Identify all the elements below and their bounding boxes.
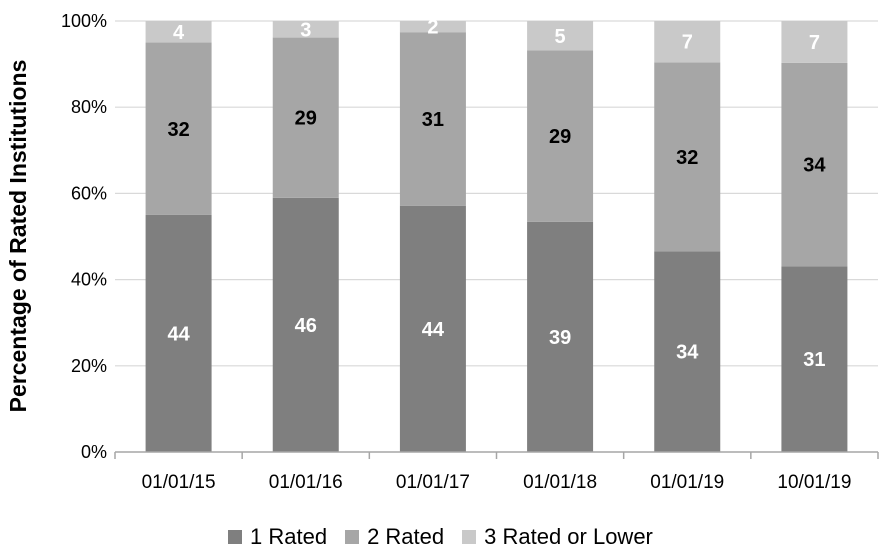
bar-segment — [145, 21, 212, 43]
data-label: 3 — [300, 19, 311, 41]
data-label: 32 — [167, 119, 189, 141]
data-label: 7 — [682, 32, 693, 54]
bar-segment — [272, 21, 339, 38]
bar-segment — [399, 32, 466, 206]
x-tick-label: 01/01/15 — [142, 472, 216, 493]
bar-segment — [272, 197, 339, 452]
legend-label: 1 Rated — [250, 524, 328, 549]
legend-item: 1 Rated — [228, 524, 327, 550]
bar-segment — [399, 205, 466, 452]
legend-swatch — [345, 530, 360, 544]
gridlines — [115, 20, 878, 367]
bar-segment — [527, 50, 594, 222]
bar-segment — [399, 21, 466, 33]
x-tick-label: 01/01/16 — [269, 472, 343, 493]
data-label: 34 — [676, 342, 699, 364]
x-tick-label: 01/01/19 — [650, 472, 724, 493]
bar-segment — [654, 21, 721, 63]
bars: 44 32 4 46 29 3 44 31 2 39 29 5 34 32 7 31 34 7 — [145, 17, 848, 452]
y-tick-label: 20% — [71, 356, 107, 376]
data-label: 39 — [549, 327, 571, 349]
chart-legend: 1 Rated 2 Rated 3 Rated or Lower — [228, 520, 671, 554]
data-label: 29 — [295, 108, 317, 130]
x-tick-label: 10/01/19 — [777, 472, 851, 493]
data-label: 46 — [295, 315, 317, 337]
bar-segment — [145, 214, 212, 452]
legend-item: 3 Rated or Lower — [462, 524, 653, 550]
y-tick-label: 60% — [71, 183, 107, 203]
legend-swatch — [228, 530, 242, 544]
bar-segment — [654, 62, 721, 252]
y-tick-label: 100% — [61, 11, 107, 31]
data-label: 32 — [676, 147, 698, 169]
legend-label: 2 Rated — [367, 524, 445, 549]
bar-segment — [145, 42, 212, 215]
legend-item: 2 Rated — [345, 524, 444, 550]
data-label: 5 — [555, 26, 566, 48]
data-label: 31 — [422, 109, 444, 131]
data-label: 44 — [167, 323, 190, 345]
data-label: 34 — [803, 155, 826, 177]
y-axis-label: Percentage of Rated Institutions — [5, 60, 31, 413]
axes: 0% 20% 40% 60% 80% 100% 01/01/15 01/01/16 01/01/… — [61, 11, 879, 493]
data-label: 44 — [422, 319, 445, 341]
data-label: 2 — [427, 17, 438, 39]
y-tick-label: 0% — [81, 442, 107, 462]
data-label: 31 — [803, 349, 825, 371]
bar-segment — [781, 21, 848, 63]
bar-segment — [527, 21, 594, 51]
legend-swatch — [462, 530, 477, 544]
x-tick-label: 01/01/17 — [396, 472, 470, 493]
bar-segment — [527, 221, 594, 452]
data-label: 29 — [549, 126, 571, 148]
bar-segment — [781, 266, 848, 452]
bar-segment — [654, 251, 721, 452]
data-label: 7 — [809, 32, 820, 54]
stacked-bar-chart: 44 32 4 46 29 3 44 31 2 39 29 5 34 32 7 31 34 7 0% 20% 40% 6… — [5, 11, 879, 493]
y-tick-label: 80% — [71, 97, 107, 117]
x-tick-label: 01/01/18 — [523, 472, 597, 493]
bar-segment — [272, 37, 339, 198]
y-tick-label: 40% — [71, 270, 107, 290]
legend-label: 3 Rated or Lower — [484, 524, 653, 549]
bar-segment — [781, 62, 848, 267]
data-label: 4 — [173, 22, 185, 44]
